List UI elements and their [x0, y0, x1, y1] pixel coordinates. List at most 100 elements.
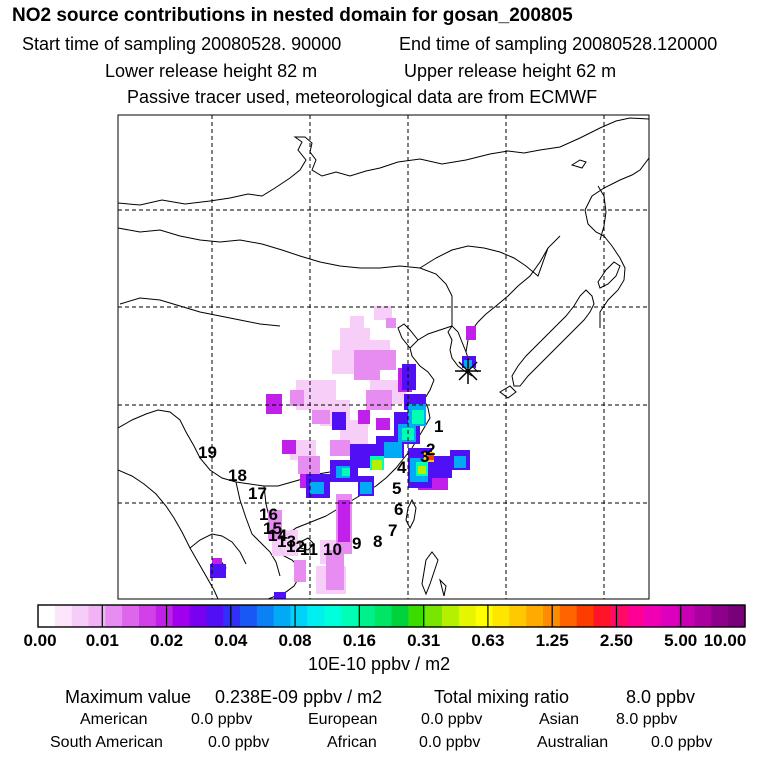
colorbar [37, 604, 746, 628]
colorbar-cell [240, 605, 258, 627]
colorbar-cell [273, 605, 292, 627]
colorbar-cell [576, 605, 595, 627]
max-value: 0.238E-09 ppbv / m2 [215, 687, 383, 707]
colorbar-tick-label: 10.00 [703, 631, 747, 650]
colorbar-cell [475, 605, 494, 627]
colorbar-cell [139, 605, 157, 627]
colorbar-cell [711, 605, 729, 627]
colorbar-tick-label: 0.63 [471, 631, 505, 650]
colorbar-cell [509, 605, 527, 627]
lower-height-label: Lower release height 82 m [105, 61, 318, 81]
colorbar-cell [357, 605, 376, 627]
region-value: 8.0 ppbv [616, 711, 678, 728]
colorbar-cell [526, 605, 544, 627]
region-name: Australian [537, 734, 609, 751]
graticule [118, 115, 649, 599]
receptor-asterisk-icon [455, 358, 481, 384]
colorbar-cell [728, 605, 746, 627]
colorbar-cell [391, 605, 409, 627]
source-label-8: 8 [373, 532, 382, 551]
colorbar-tick-label: 2.50 [599, 631, 633, 650]
colorbar-cell [627, 605, 645, 627]
colorbar-cell [88, 605, 106, 627]
colorbar-cell [38, 605, 56, 627]
colorbar-cell [442, 605, 460, 627]
source-label-19: 19 [198, 443, 217, 462]
region-name: American [80, 711, 148, 728]
colorbar-cell [458, 605, 477, 627]
colorbar-cell [408, 605, 426, 627]
colorbar-cell [341, 605, 359, 627]
region-value: 0.0 ppbv [419, 734, 481, 751]
region-value: 0.0 ppbv [191, 711, 253, 728]
source-label-3: 3 [420, 447, 429, 466]
colorbar-cell [374, 605, 393, 627]
colorbar-cell [307, 605, 325, 627]
colorbar-cell [593, 605, 611, 627]
colorbar-cell [559, 605, 578, 627]
colorbar-cell [290, 605, 308, 627]
source-label-9: 9 [352, 534, 361, 553]
region-name: South American [50, 734, 163, 751]
colorbar-tick-label: 5.00 [664, 631, 698, 650]
source-label-7: 7 [388, 521, 397, 540]
max-value-label: Maximum value [65, 687, 192, 707]
colorbar-cell [122, 605, 140, 627]
source-label-13: 13 [277, 532, 296, 551]
colorbar-cell [256, 605, 275, 627]
source-label-6: 6 [394, 500, 403, 519]
colorbar-cell [324, 605, 342, 627]
source-label-4: 4 [397, 458, 407, 477]
source-label-14: 14 [268, 526, 287, 545]
colorbar-tick-label: 0.02 [149, 631, 184, 650]
source-label-16: 16 [259, 505, 278, 524]
colorbar-cell [677, 605, 696, 627]
source-label-15: 15 [263, 519, 282, 538]
colorbar-cell [644, 605, 662, 627]
colorbar-tick-label: 0.31 [407, 631, 441, 650]
total-mixing-ratio-label: Total mixing ratio [434, 687, 570, 707]
colorbar-units: 10E-10 ppbv / m2 [308, 654, 451, 674]
source-label-10: 10 [323, 540, 342, 559]
colorbar-cell [694, 605, 712, 627]
tracer-note: Passive tracer used, meteorological data… [127, 87, 598, 107]
colorbar-cell [155, 605, 174, 627]
source-label-18: 18 [228, 466, 247, 485]
colorbar-tick-label: 0.08 [278, 631, 312, 650]
upper-height-label: Upper release height 62 m [404, 61, 617, 81]
source-label-12: 12 [286, 537, 305, 556]
colorbar-cell [189, 605, 207, 627]
region-name: African [327, 734, 377, 751]
source-label-17: 17 [248, 484, 267, 503]
colorbar-cell [223, 605, 241, 627]
source-label-2: 2 [426, 440, 435, 459]
colorbar-cell [610, 605, 628, 627]
colorbar-tick-label: 0.16 [342, 631, 376, 650]
colorbar-tick-label: 1.25 [535, 631, 569, 650]
region-value: 0.0 ppbv [421, 711, 483, 728]
colorbar-cell [71, 605, 90, 627]
region-name: Asian [539, 711, 580, 728]
source-label-11: 11 [300, 540, 318, 559]
colorbar-cell [660, 605, 679, 627]
colorbar-cell [492, 605, 510, 627]
colorbar-cell [425, 605, 443, 627]
map-frame [117, 114, 650, 600]
colorbar-tick-label: 0.04 [214, 631, 248, 650]
colorbar-tick-label: 0.01 [85, 631, 119, 650]
end-time-label: End time of sampling 20080528.120000 [399, 34, 718, 54]
source-label-1: 1 [434, 417, 443, 436]
total-mixing-ratio-value: 8.0 ppbv [626, 687, 696, 707]
map-title: NO2 source contributions in nested domai… [12, 5, 573, 26]
start-time-label: Start time of sampling 20080528. 90000 [22, 34, 342, 54]
region-name: European [308, 711, 378, 728]
colorbar-cell [105, 605, 123, 627]
colorbar-cell [172, 605, 191, 627]
colorbar-cell [206, 605, 224, 627]
source-label-5: 5 [392, 479, 401, 498]
region-value: 0.0 ppbv [208, 734, 270, 751]
region-value: 0.0 ppbv [651, 734, 713, 751]
colorbar-tick-label: 0.00 [23, 631, 57, 650]
